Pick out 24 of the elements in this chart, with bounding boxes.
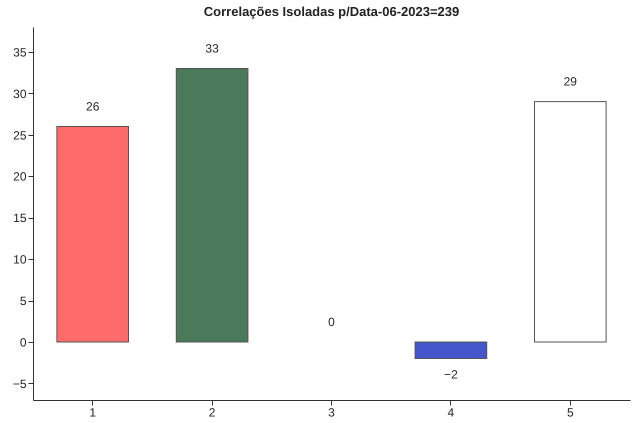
y-tick-label: −5 — [12, 376, 27, 391]
chart-title: Correlações Isoladas p/Data-06-2023=239 — [204, 4, 460, 19]
bar — [534, 101, 607, 342]
data-label: 26 — [86, 99, 100, 114]
x-tick-label: 1 — [89, 406, 96, 420]
data-label: −2 — [444, 368, 458, 382]
bar — [414, 341, 488, 360]
y-tick-label: 30 — [13, 86, 27, 101]
x-tick-label: 4 — [448, 406, 455, 420]
x-tick-label: 2 — [208, 406, 216, 420]
y-tick-label: 15 — [13, 211, 27, 226]
y-tick-label: 25 — [13, 128, 27, 142]
bar — [56, 126, 130, 342]
data-label: 0 — [328, 314, 336, 329]
y-tick-label: 5 — [20, 294, 27, 308]
data-label: 29 — [564, 74, 578, 89]
y-tick-label: 35 — [13, 45, 27, 60]
y-tick-label: 0 — [20, 335, 27, 350]
bar — [176, 68, 248, 342]
y-tick-label: 10 — [13, 252, 27, 267]
x-tick-label: 3 — [328, 406, 336, 420]
x-tick-label: 5 — [566, 406, 574, 420]
data-label: 33 — [205, 41, 220, 56]
y-tick-label: 20 — [13, 170, 27, 184]
